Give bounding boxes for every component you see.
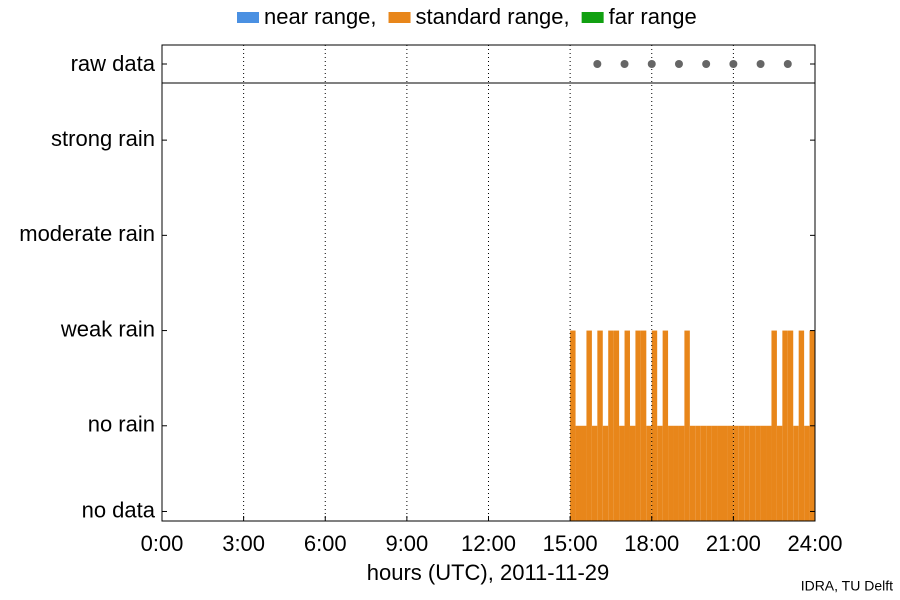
bar bbox=[793, 425, 799, 521]
y-tick-label: strong rain bbox=[51, 126, 155, 151]
bar bbox=[575, 425, 582, 521]
bar bbox=[804, 425, 810, 521]
bar bbox=[668, 425, 674, 521]
bar bbox=[755, 425, 761, 521]
bar bbox=[689, 425, 696, 521]
bar bbox=[684, 330, 690, 521]
bar bbox=[651, 330, 658, 521]
credit: IDRA, TU Delft bbox=[801, 578, 893, 594]
raw-data-label: raw data bbox=[71, 51, 156, 76]
bar bbox=[619, 425, 625, 521]
bar bbox=[608, 330, 614, 521]
bar bbox=[733, 425, 739, 521]
bar bbox=[749, 425, 756, 521]
y-tick-label: weak rain bbox=[60, 316, 155, 341]
bar bbox=[591, 425, 598, 521]
bar bbox=[602, 425, 609, 521]
bar bbox=[657, 425, 663, 521]
bar bbox=[744, 425, 750, 521]
y-tick-label: moderate rain bbox=[19, 221, 155, 246]
bar bbox=[597, 330, 603, 521]
y-tick-label: no rain bbox=[88, 412, 155, 437]
legend-label: near range, bbox=[264, 4, 377, 29]
bar bbox=[798, 330, 805, 521]
bar bbox=[771, 330, 777, 521]
bar bbox=[646, 425, 652, 521]
x-tick-label: 15:00 bbox=[543, 531, 598, 556]
bar bbox=[787, 330, 794, 521]
bar bbox=[727, 425, 734, 521]
bar bbox=[613, 330, 620, 521]
legend-swatch bbox=[388, 12, 411, 23]
y-tick-label: no data bbox=[82, 497, 156, 522]
bar bbox=[581, 425, 587, 521]
legend-label: standard range, bbox=[416, 4, 570, 29]
bar bbox=[766, 425, 772, 521]
legend-swatch bbox=[237, 12, 259, 23]
x-tick-label: 21:00 bbox=[706, 531, 761, 556]
bar bbox=[586, 330, 592, 521]
bar bbox=[717, 425, 723, 521]
raw-data-point bbox=[593, 60, 602, 68]
x-tick-label: 3:00 bbox=[222, 531, 265, 556]
x-axis-label: hours (UTC), 2011-11-29 bbox=[367, 560, 610, 585]
bar bbox=[695, 425, 701, 521]
raw-data-point bbox=[702, 60, 711, 68]
bar bbox=[776, 425, 783, 521]
bar bbox=[629, 425, 636, 521]
raw-data-point bbox=[783, 60, 792, 68]
bar bbox=[640, 330, 647, 521]
x-tick-label: 12:00 bbox=[461, 531, 516, 556]
bar bbox=[673, 425, 679, 521]
raw-data-point bbox=[729, 60, 738, 68]
bar bbox=[624, 330, 630, 521]
bar bbox=[700, 425, 707, 521]
plot-frame bbox=[161, 82, 816, 522]
bar bbox=[635, 330, 641, 521]
raw-data-point bbox=[756, 60, 765, 68]
bar bbox=[662, 330, 669, 521]
x-tick-label: 18:00 bbox=[624, 531, 679, 556]
bar bbox=[722, 425, 728, 521]
legend-label: far range bbox=[609, 4, 697, 29]
bar bbox=[782, 330, 788, 521]
x-tick-label: 9:00 bbox=[385, 531, 428, 556]
bar bbox=[706, 425, 712, 521]
bar bbox=[760, 425, 767, 521]
raw-data-point bbox=[620, 60, 629, 68]
x-tick-label: 0:00 bbox=[141, 531, 184, 556]
bar bbox=[678, 425, 685, 521]
legend-swatch bbox=[581, 12, 604, 23]
x-tick-label: 24:00 bbox=[787, 531, 842, 556]
bar bbox=[570, 330, 576, 521]
bar bbox=[738, 425, 745, 521]
bar bbox=[711, 425, 718, 521]
raw-data-point bbox=[647, 60, 656, 68]
raw-data-point bbox=[674, 60, 683, 68]
x-tick-label: 6:00 bbox=[304, 531, 347, 556]
